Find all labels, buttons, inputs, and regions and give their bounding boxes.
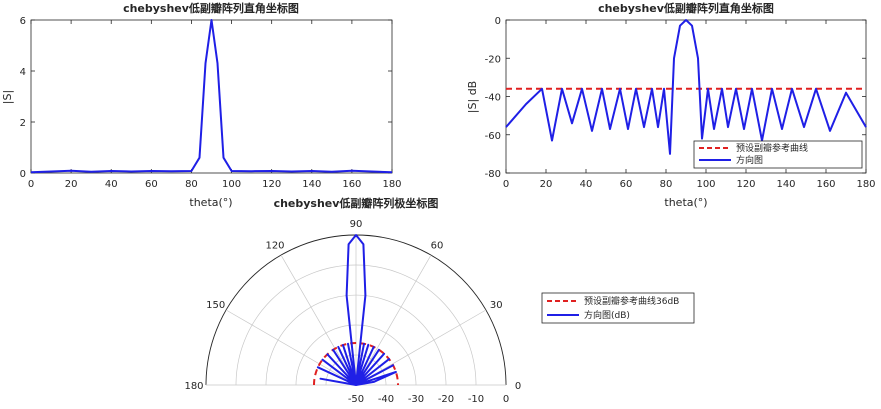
chart-linear-xtick-label: 180	[382, 179, 401, 190]
chart-polar-radial-label: -30	[408, 394, 424, 405]
chart-polar-radial-label: -50	[348, 394, 364, 405]
chart-linear-xtick-label: 40	[105, 179, 118, 190]
chart-linear-title: chebyshev低副瓣阵列直角坐标图	[123, 1, 299, 15]
chart-polar-angle-label: 150	[206, 300, 225, 311]
chart-db-title: chebyshev低副瓣阵列直角坐标图	[598, 1, 774, 15]
chart-db-xtick-label: 40	[580, 179, 593, 190]
chart-polar-radial-label: -40	[378, 394, 394, 405]
chart-linear-xtick-label: 20	[65, 179, 78, 190]
chart-db-ytick-label: -20	[485, 54, 501, 65]
chart-linear-ytick-label: 6	[20, 16, 26, 27]
chart-db-xtick-label: 0	[503, 179, 509, 190]
chart-linear-ytick-label: 2	[20, 118, 26, 129]
chart-linear-axes-box	[30, 19, 393, 174]
chart-db-legend-label-pattern: 方向图	[736, 154, 763, 166]
chart-db-xtick-label: 20	[540, 179, 553, 190]
chart-polar-plot-area: 0 30 60 90 120 150 180 -50 -40 -30 -20 -10 0	[184, 219, 521, 405]
chart-polar-angle-label: 120	[265, 241, 284, 252]
chart-polar-angle-label: 30	[490, 300, 503, 311]
chart-polar-angle-label: 0	[515, 381, 521, 392]
chart-db-xtick-label: 120	[736, 179, 755, 190]
chart-polar-legend-box	[541, 292, 695, 324]
chart-linear-xlabel: theta(°)	[189, 196, 232, 209]
chart-linear: chebyshev低副瓣阵列直角坐标图 0 20 40 60 80 100 120 140 16…	[1, 1, 402, 209]
chart-db-plot-area: 0 20 40 60 80 100 120 140 160 180 0 -20 -40 -60 -80	[485, 16, 876, 190]
chart-polar-legend: 预设副瓣参考曲线36dB 方向图(dB)	[541, 292, 695, 324]
chart-linear-xtick-label: 140	[302, 179, 321, 190]
chart-db-ytick-label: -60	[485, 131, 501, 142]
chart-db-xtick-label: 180	[856, 179, 875, 190]
chart-polar-radial-label: -20	[438, 394, 454, 405]
chart-db-legend-label-reference: 预设副瓣参考曲线	[736, 142, 808, 154]
chart-linear-xtick-label: 100	[222, 179, 241, 190]
chart-db-ytick-label: -40	[485, 93, 501, 104]
chart-polar-radial-label: -10	[468, 394, 484, 405]
chart-db-xtick-label: 140	[776, 179, 795, 190]
chart-polar-legend-label-pattern: 方向图(dB)	[584, 309, 630, 321]
chart-linear-xtick-label: 120	[262, 179, 281, 190]
chart-db-legend: 预设副瓣参考曲线 方向图	[693, 140, 863, 169]
chart-linear-ylabel: |S|	[1, 90, 14, 104]
chart-linear-xtick-label: 0	[28, 179, 34, 190]
chart-db-xtick-label: 80	[660, 179, 673, 190]
chart-polar-series-reference	[313, 342, 399, 386]
chart-linear-xtick-label: 160	[342, 179, 361, 190]
chart-linear-xtick-label: 60	[145, 179, 158, 190]
chart-polar: chebyshev低副瓣阵列极坐标图 0 30 60 90 120 150 180 -50 -4…	[184, 196, 695, 405]
chart-polar-legend-label-reference: 预设副瓣参考曲线36dB	[584, 295, 679, 307]
chart-polar-radial-label: 0	[503, 394, 509, 405]
chart-polar-grid-spoke	[225, 309, 357, 386]
chart-db-ytick-label: 0	[495, 16, 501, 27]
chart-linear-ytick-label: 4	[20, 67, 26, 78]
chart-db-series-pattern	[505, 19, 867, 155]
chart-polar-grid-spoke	[280, 254, 357, 386]
chart-polar-angle-label: 180	[184, 381, 203, 392]
chart-db-xlabel: theta(°)	[664, 196, 707, 209]
chart-linear-plot-area: 0 20 40 60 80 100 120 140 160 180 0 2 4 6	[20, 16, 402, 190]
chart-polar-title: chebyshev低副瓣阵列极坐标图	[274, 196, 439, 210]
chart-polar-grid-spoke	[355, 254, 432, 386]
chart-polar-angle-label: 60	[431, 241, 444, 252]
chart-linear-ytick-label: 0	[20, 169, 26, 180]
chart-polar-angle-label: 90	[350, 219, 363, 230]
chart-db: chebyshev低副瓣阵列直角坐标图 0 20 40 60 80 100 120 140 16…	[466, 1, 876, 209]
chart-db-legend-box	[693, 140, 863, 169]
chart-db-xtick-label: 60	[620, 179, 633, 190]
chart-db-xtick-label: 160	[816, 179, 835, 190]
chart-linear-xtick-label: 80	[185, 179, 198, 190]
chart-db-xtick-label: 100	[696, 179, 715, 190]
chart-db-ytick-label: -80	[485, 169, 501, 180]
chart-linear-series-pattern	[30, 19, 393, 174]
chart-db-ylabel: |S| dB	[466, 81, 479, 113]
chart-polar-series-pattern	[316, 234, 397, 386]
